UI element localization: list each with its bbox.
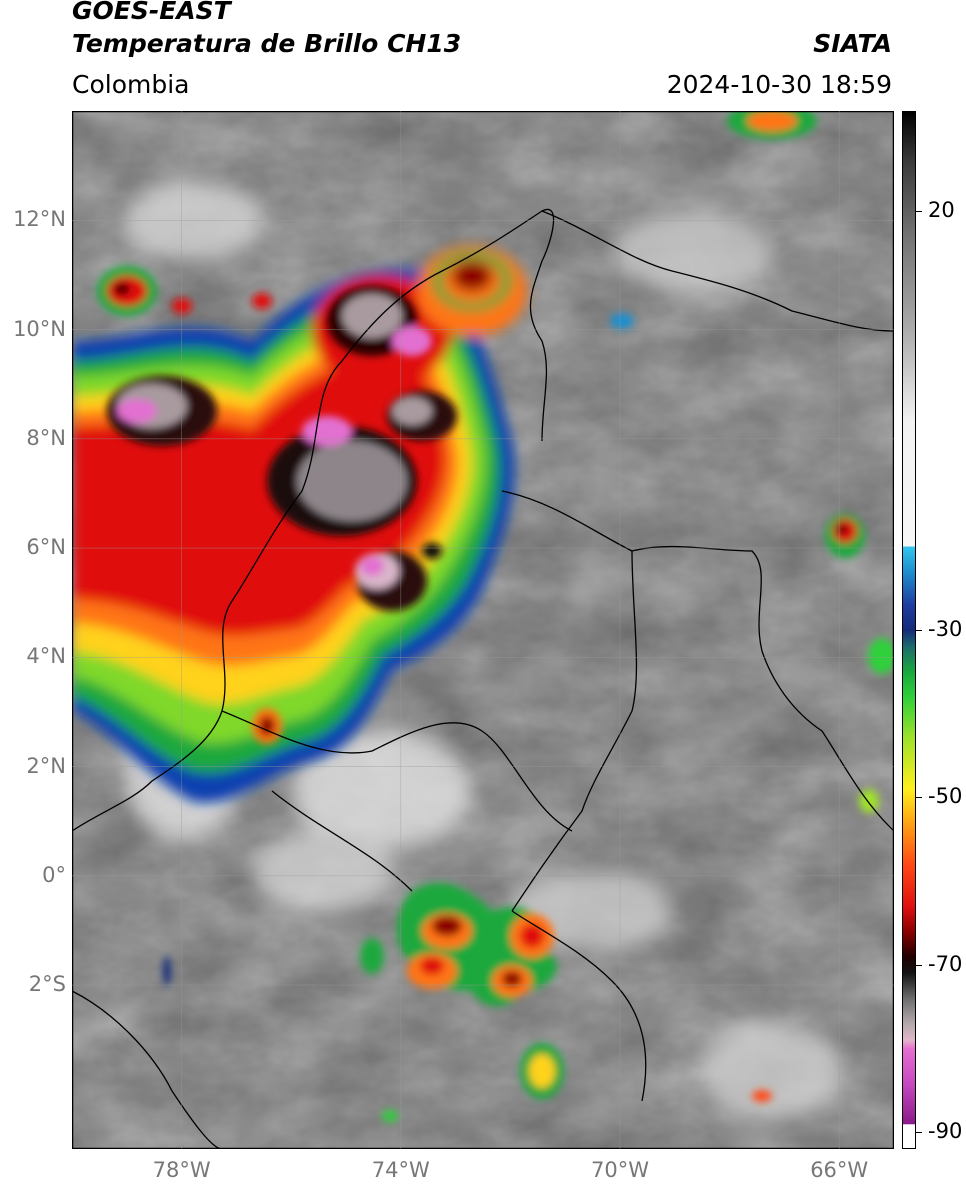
lon-label: 74°W — [371, 1158, 430, 1182]
colorbar-tick — [916, 211, 922, 213]
lat-label: 2°N — [26, 753, 66, 778]
lon-label: 78°W — [152, 1158, 211, 1182]
colorbar-tick-label: -50 — [928, 784, 963, 809]
colorbar-tick-label: -90 — [928, 1119, 963, 1144]
lat-label: 10°N — [13, 316, 66, 341]
coastline-layer — [72, 208, 894, 1149]
colorbar-tick — [916, 964, 922, 966]
title-satellite: GOES-EAST — [72, 0, 231, 25]
colorbar-tick-label: -70 — [928, 951, 963, 976]
lon-label: 70°W — [591, 1158, 649, 1182]
lat-label: 2°S — [28, 972, 66, 997]
colorbar-tick — [916, 797, 922, 799]
lat-label: 4°N — [26, 644, 66, 669]
scattered-cells-layer — [97, 111, 894, 1122]
colorbar — [902, 111, 916, 1149]
lat-label: 0° — [42, 862, 66, 887]
brand-label: SIATA — [813, 29, 892, 58]
colorbar-tick-label: 20 — [928, 198, 955, 223]
title-product: Temperatura de Brillo CH13 — [72, 29, 462, 58]
map-frame — [72, 111, 894, 1149]
region-label: Colombia — [72, 70, 190, 99]
timestamp-label: 2024-10-30 18:59 — [666, 70, 892, 99]
satellite-map — [72, 111, 894, 1149]
lat-label: 12°N — [13, 207, 66, 232]
colorbar-tick — [916, 1132, 922, 1134]
colorbar-tick-label: -30 — [928, 617, 963, 641]
lon-label: 66°W — [810, 1158, 869, 1182]
lat-label: 8°N — [26, 425, 66, 450]
graticule — [72, 111, 894, 1149]
lat-label: 6°N — [26, 535, 66, 560]
colorbar-tick — [916, 630, 922, 631]
